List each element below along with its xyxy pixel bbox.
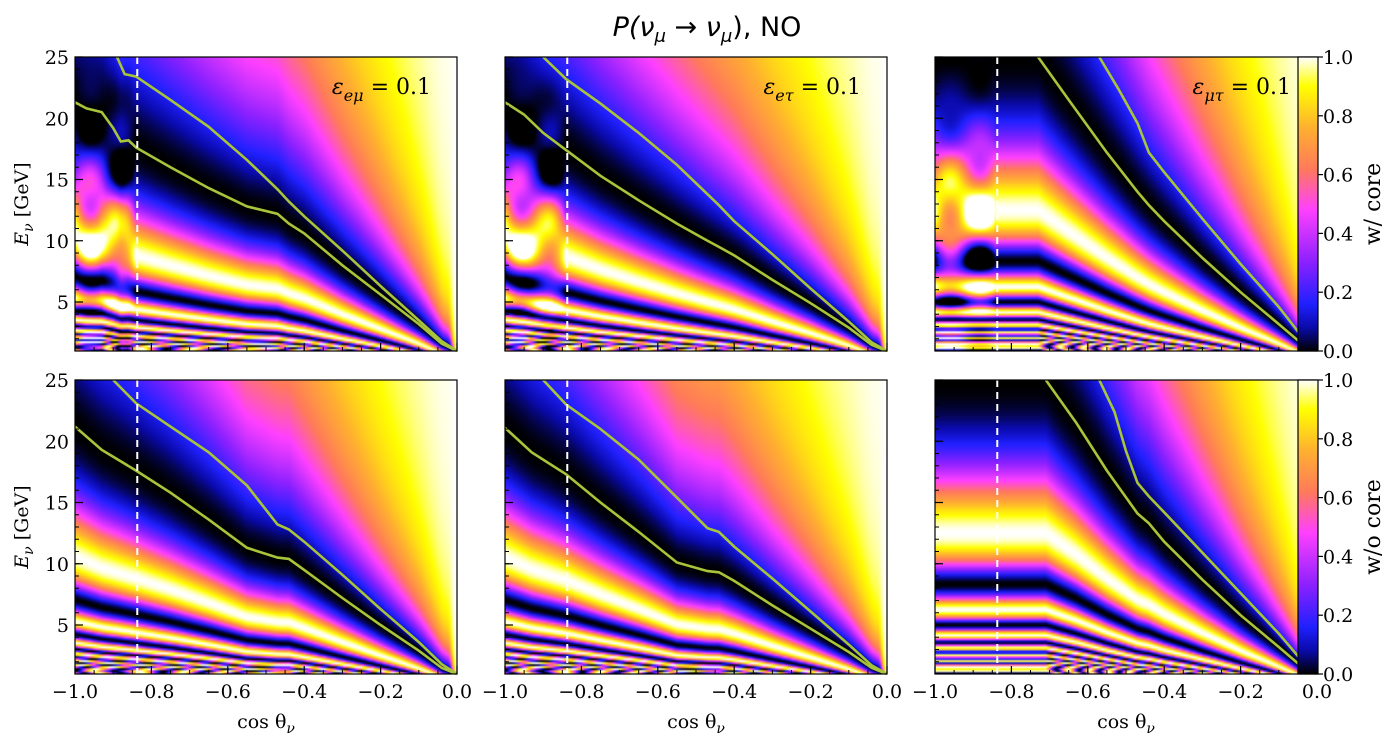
colorbar-tick-label: 0.2: [1323, 282, 1353, 304]
y-tick-label: 20: [45, 431, 69, 453]
y-tick-label: 25: [45, 370, 69, 392]
x-tick-label: −1.0: [912, 681, 958, 703]
contour-line-tl-0: [115, 56, 458, 353]
heatmap-image-tl: [75, 57, 457, 351]
colorbar-tick-label: 0.2: [1323, 605, 1353, 627]
y-tick-label: 15: [45, 493, 69, 515]
x-tick-label: −0.8: [128, 681, 174, 703]
contour-line-br-0: [1098, 379, 1318, 675]
y-axis-label: Eν [GeV]: [11, 485, 37, 569]
y-tick-label: 5: [57, 292, 69, 314]
y-tick-label: 15: [45, 170, 69, 192]
panel-tm: εeτ = 0.1: [504, 56, 888, 353]
y-tick-label: 10: [45, 554, 69, 576]
contour-line-tl-1: [74, 101, 458, 353]
x-tick-label: −0.4: [1141, 681, 1187, 703]
x-tick-label: −0.4: [711, 681, 757, 703]
nsi-parameter-annotation: εeτ = 0.1: [763, 75, 861, 105]
colorbar-label: w/o core: [1361, 479, 1386, 575]
colorbar-0: 0.0 0.2 0.4 0.6 0.8 1.0 w/ core: [1297, 47, 1386, 363]
x-axis-label: cos θν: [1097, 711, 1155, 737]
contour-line-bl-0: [112, 379, 458, 676]
x-tick-label: −0.2: [788, 681, 834, 703]
colorbar-1: 0.0 0.2 0.4 0.6 0.8 1.0 w/o core: [1297, 370, 1386, 686]
nsi-parameter-annotation: εeμ = 0.1: [332, 75, 431, 105]
colorbars: 0.0 0.2 0.4 0.6 0.8 1.0 w/ core 0.0 0.2 0.4 0.6 0.8…: [1297, 47, 1386, 686]
y-tick-label: 10: [45, 231, 69, 253]
x-tick-label: −0.6: [635, 681, 681, 703]
contour-line-br-1: [1044, 379, 1318, 676]
colorbar-tick-label: 0.0: [1323, 341, 1353, 363]
x-tick-label: −1.0: [52, 681, 98, 703]
axis-labels: Eν [GeV] cos θν Eν [GeV] cos θν cos θν: [11, 162, 1155, 737]
heatmap-image-bl: [75, 380, 457, 674]
x-axis-label: cos θν: [667, 711, 725, 737]
contour-line-tr-1: [1037, 56, 1318, 353]
colorbar-tick-label: 0.4: [1323, 223, 1353, 245]
contour-line-bm-1: [504, 426, 888, 676]
colorbar-gradient: [1297, 56, 1319, 352]
x-tick-label: −0.2: [358, 681, 404, 703]
x-axis-label: cos θν: [237, 711, 295, 737]
contour-line-bl-1: [74, 425, 458, 676]
x-tick-label: −0.4: [281, 681, 327, 703]
x-tick-label: −0.6: [205, 681, 251, 703]
panels-grid: 5 10 15 20 25 εeμ = 0.1 εeτ = 0.1 εμτ = 0.1 −1.0…: [45, 47, 1332, 703]
y-axis-label: Eν [GeV]: [11, 162, 37, 246]
panel-bl: −1.0 −0.8 −0.6 −0.4 −0.2 0.0 5 10 15 20 25: [45, 370, 472, 703]
panel-br: −1.0 −0.8 −0.6 −0.4 −0.2 0.0: [912, 379, 1332, 703]
x-tick-label: −0.8: [988, 681, 1034, 703]
x-tick-label: −0.2: [1218, 681, 1264, 703]
panel-tr: εμτ = 0.1: [934, 56, 1318, 353]
colorbar-tick-label: 0.4: [1323, 546, 1353, 568]
colorbar-label: w/ core: [1361, 163, 1386, 245]
contour-line-tm-0: [542, 56, 888, 353]
panel-bm: −1.0 −0.8 −0.6 −0.4 −0.2 0.0: [482, 379, 902, 703]
colorbar-tick-label: 0.8: [1323, 429, 1353, 451]
colorbar-tick-label: 0.6: [1323, 488, 1353, 510]
colorbar-tick-label: 0.8: [1323, 106, 1353, 128]
colorbar-gradient: [1297, 379, 1319, 675]
x-tick-label: 0.0: [1302, 681, 1332, 703]
colorbar-tick-label: 0.0: [1323, 664, 1353, 686]
heatmap-image-bm: [505, 380, 887, 674]
colorbar-tick-label: 1.0: [1323, 47, 1353, 69]
nsi-parameter-annotation: εμτ = 0.1: [1193, 75, 1291, 105]
figure-title: P(νμ → νμ), NO: [613, 12, 802, 47]
contour-line-tm-1: [504, 101, 888, 353]
colorbar-tick-label: 1.0: [1323, 370, 1353, 392]
panel-tl: 5 10 15 20 25 εeμ = 0.1: [45, 47, 458, 353]
heatmap-image-tm: [505, 57, 887, 351]
contour-line-bm-0: [542, 379, 888, 676]
y-tick-label: 5: [57, 615, 69, 637]
x-tick-label: −1.0: [482, 681, 528, 703]
x-tick-label: −0.8: [558, 681, 604, 703]
colorbar-tick-label: 0.6: [1323, 165, 1353, 187]
x-tick-label: 0.0: [442, 681, 472, 703]
x-tick-label: 0.0: [872, 681, 902, 703]
y-tick-label: 25: [45, 47, 69, 69]
y-tick-label: 20: [45, 108, 69, 130]
contour-line-tr-0: [1098, 56, 1318, 352]
x-tick-label: −0.6: [1065, 681, 1111, 703]
